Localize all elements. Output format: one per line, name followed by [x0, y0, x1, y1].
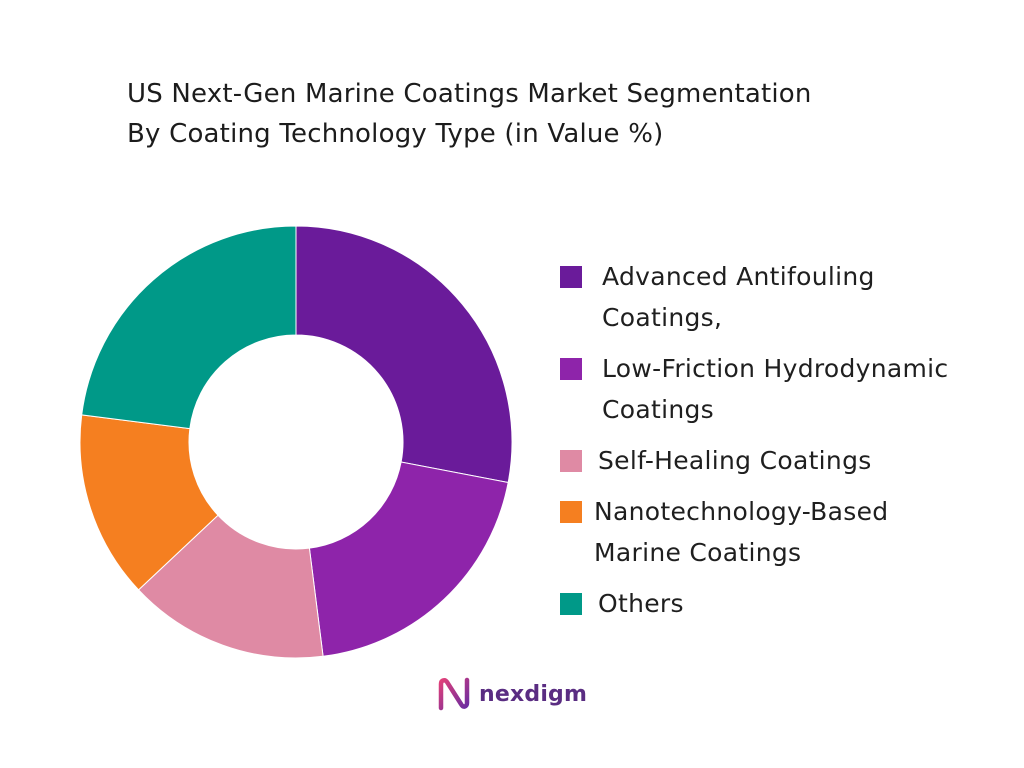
donut-slice-self-healing-coatings	[137, 514, 324, 659]
legend-item-low-friction: Low-Friction Hydrodynamic Coatings	[560, 348, 1000, 430]
brand-name: nexdigm	[479, 681, 588, 707]
brand-logo: nexdigm	[437, 676, 587, 712]
chart-title: US Next-Gen Marine Coatings Market Segme…	[127, 74, 947, 154]
legend-swatch	[560, 501, 582, 523]
legend-swatch	[560, 450, 582, 472]
legend-item-advanced-antifouling: Advanced Antifouling Coatings,	[560, 256, 1000, 338]
legend-label: Advanced Antifouling Coatings,	[602, 262, 875, 332]
chart-legend: Advanced Antifouling Coatings, Low-Frict…	[560, 256, 1000, 634]
legend-item-self-healing: Self-Healing Coatings	[560, 440, 1000, 481]
donut-chart	[79, 225, 513, 659]
legend-label: Others	[598, 589, 684, 618]
chart-title-line-2: By Coating Technology Type (in Value %)	[127, 119, 664, 149]
legend-label: Self-Healing Coatings	[598, 446, 872, 475]
legend-swatch	[560, 593, 582, 615]
donut-slice-nanotechnology-based-marine-coatings	[79, 414, 219, 591]
nexdigm-logo-icon	[438, 677, 470, 711]
legend-item-nanotechnology: Nanotechnology-Based Marine Coatings	[560, 491, 1000, 573]
donut-slice-low-friction-hydrodynamic-coatings	[308, 461, 509, 657]
donut-slice-others	[81, 225, 297, 430]
legend-label: Low-Friction Hydrodynamic Coatings	[602, 354, 949, 424]
legend-item-others: Others	[560, 583, 1000, 624]
legend-swatch	[560, 266, 582, 288]
legend-swatch	[560, 358, 582, 380]
donut-slice-advanced-antifouling-coatings	[295, 225, 513, 484]
chart-title-line-1: US Next-Gen Marine Coatings Market Segme…	[127, 79, 812, 109]
legend-label: Nanotechnology-Based Marine Coatings	[594, 497, 889, 567]
donut-slices	[79, 225, 513, 659]
